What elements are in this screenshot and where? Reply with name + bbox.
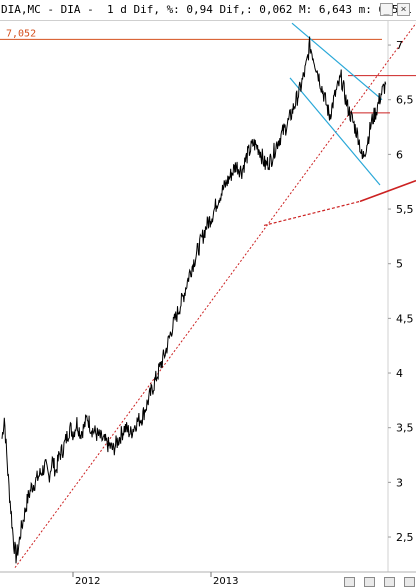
wedge-lower-solid	[359, 179, 416, 203]
level-label: 7,052	[6, 28, 36, 39]
close-glyph: ×	[400, 4, 407, 15]
y-tick-label: 7	[396, 39, 403, 52]
x-tick-label: 2013	[213, 576, 238, 587]
minimize-button[interactable]: _	[380, 3, 393, 16]
price-series-line	[1, 36, 387, 564]
y-tick-label: 2,5	[396, 531, 414, 544]
y-tick-label: 5,5	[396, 203, 414, 216]
y-tick-label: 5	[396, 258, 403, 271]
wedge-lower-dashed	[263, 200, 361, 227]
scroll-left-icon[interactable]	[344, 577, 355, 587]
settings-icon[interactable]	[404, 577, 415, 587]
uptrend-dashed-line	[14, 22, 416, 568]
print-icon[interactable]	[384, 577, 395, 587]
y-tick-label: 3,5	[396, 422, 414, 435]
close-button[interactable]: ×	[397, 3, 410, 16]
chart-header-text: DIA,MC - DIA - 1 d Dif, %: 0,94 Dif,: 0,…	[1, 3, 416, 16]
y-tick-label: 4	[396, 367, 403, 380]
save-icon[interactable]	[364, 577, 375, 587]
y-tick-label: 6,5	[396, 94, 414, 107]
y-tick-label: 6	[396, 148, 403, 161]
chart-header: DIA,MC - DIA - 1 d Dif, %: 0,94 Dif,: 0,…	[0, 0, 416, 21]
x-tick-label: 2012	[75, 576, 100, 587]
channel-upper-line	[291, 22, 383, 101]
minimize-glyph: _	[383, 4, 390, 15]
channel-lower-line	[289, 77, 381, 186]
y-tick-label: 4,5	[396, 312, 414, 325]
y-tick-label: 3	[396, 476, 403, 489]
